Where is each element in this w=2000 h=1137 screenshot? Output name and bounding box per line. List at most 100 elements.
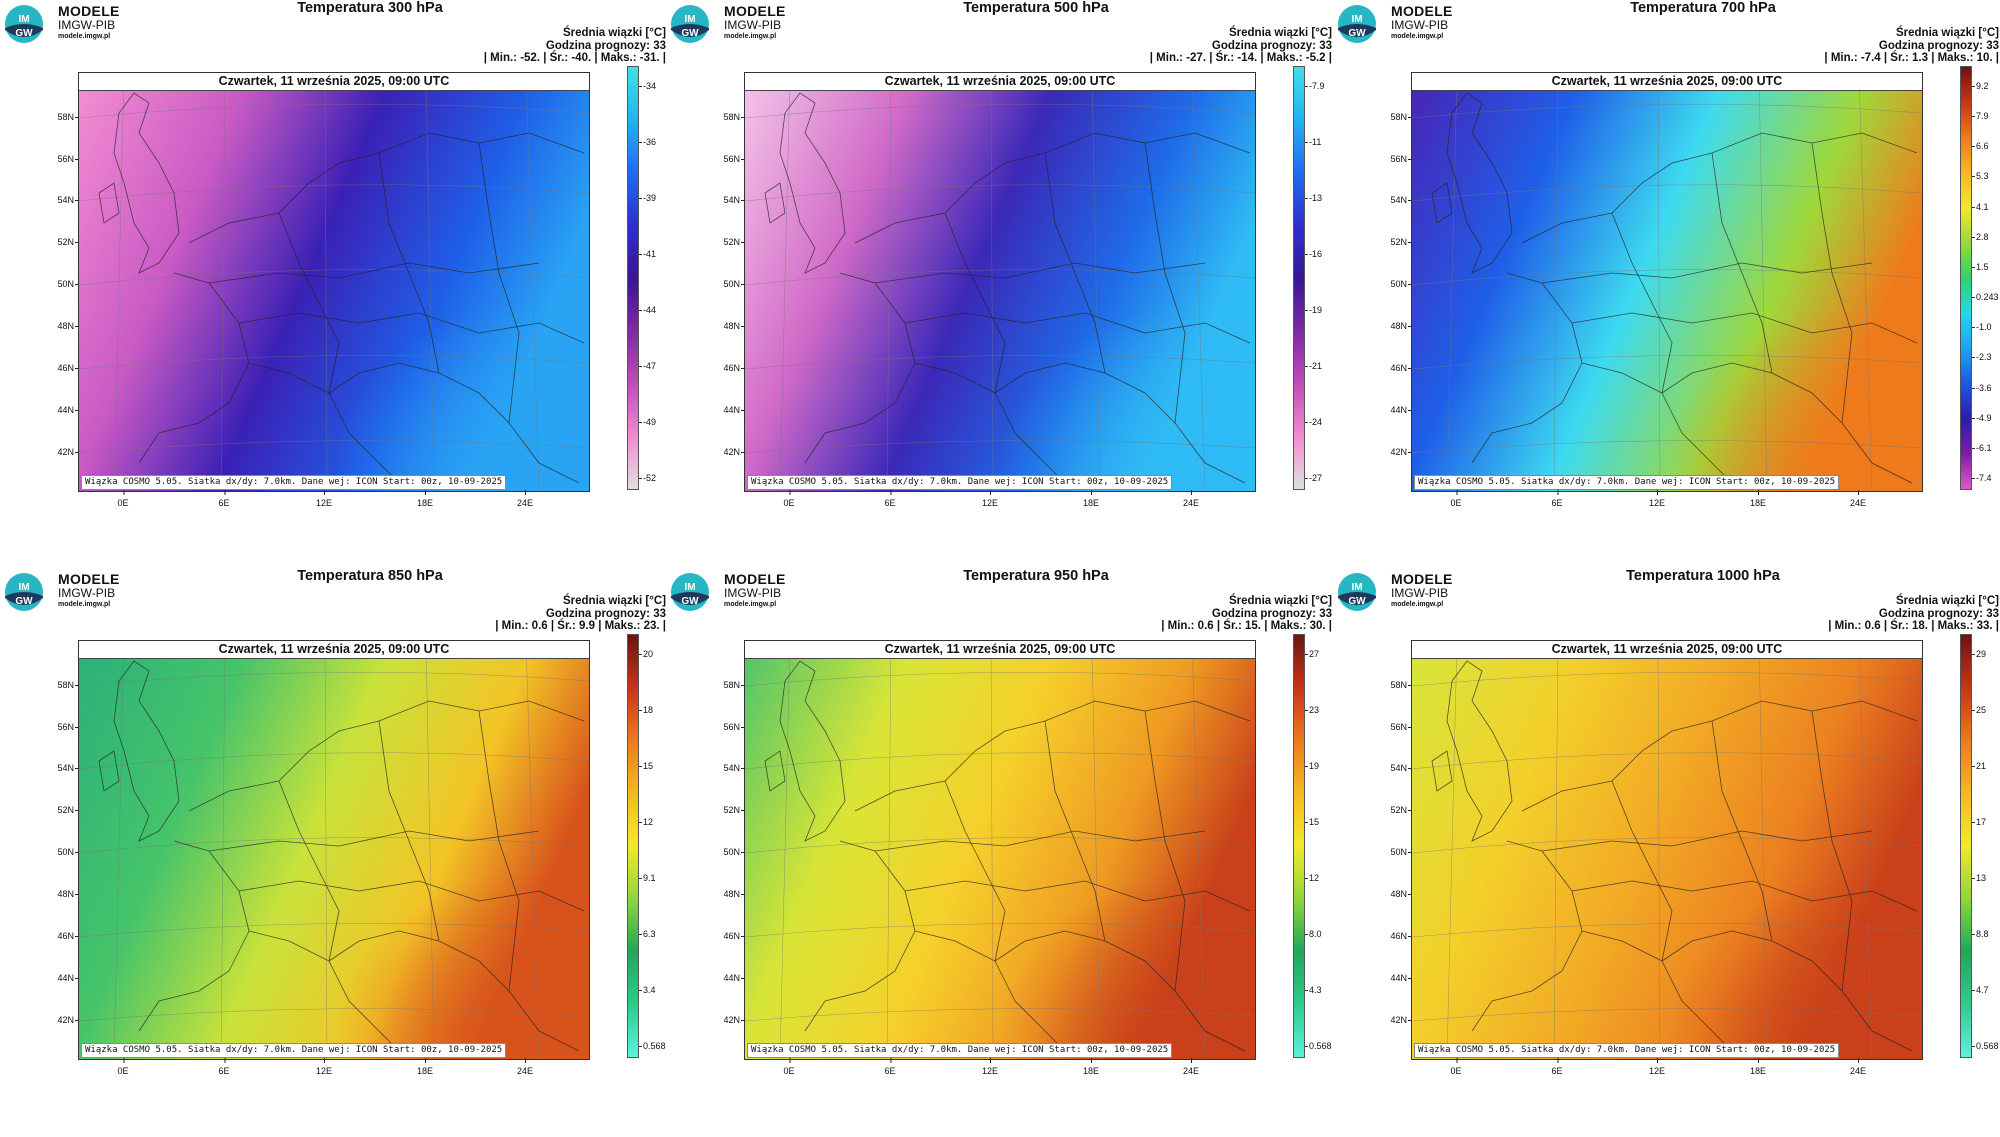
lat-label: 56N <box>57 154 79 164</box>
colorbar-tick: -3.6 <box>1972 382 1992 393</box>
valid-date-bar: Czwartek, 11 września 2025, 09:00 UTC <box>745 641 1255 659</box>
colorbar-scale: 27 23 19 15 12 8.0 4.3 0.568 <box>1304 634 1336 1056</box>
brand: MODELE IMGW-PIB modele.imgw.pl <box>724 4 786 40</box>
panel-title: Temperatura 300 hPa <box>297 0 443 16</box>
colorbar-scale: -34 -36 -39 -41 -44 -47 -49 -52 <box>638 66 670 488</box>
temperature-map: Czwartek, 11 września 2025, 09:00 UTC Wi… <box>744 72 1256 492</box>
brand: MODELE IMGW-PIB modele.imgw.pl <box>58 572 120 608</box>
longitude-axis: 0E 6E 12E 18E 24E <box>1411 1058 1921 1078</box>
colorbar-scale: 29 25 21 17 13 8.8 4.7 0.568 <box>1971 634 2000 1056</box>
colorbar-tick: 6.3 <box>639 929 656 939</box>
lat-label: 46N <box>57 363 79 373</box>
lat-label: 44N <box>57 405 79 415</box>
lat-label: 44N <box>1390 405 1412 415</box>
map-panel-950: IM GW MODELE IMGW-PIB modele.imgw.pl Tem… <box>666 568 1332 1136</box>
subtitle-units: Średnia wiązki [°C] <box>1895 27 1999 39</box>
colorbar-tick: 25 <box>1971 705 1987 715</box>
brand-line2: IMGW-PIB <box>1391 586 1449 600</box>
brand-url: modele.imgw.pl <box>1391 33 1444 40</box>
lat-label: 52N <box>57 237 79 247</box>
lon-label: 0E <box>117 1058 129 1076</box>
colorbar-tick: 2.8 <box>1972 231 1989 242</box>
lon-label: 18E <box>1082 490 1100 508</box>
colorbar-tick: 18 <box>638 705 654 715</box>
panel-info: Średnia wiązki [°C] Godzina prognozy: 33… <box>932 595 1332 633</box>
lon-label: 6E <box>884 490 896 508</box>
map-panel-500: IM GW MODELE IMGW-PIB modele.imgw.pl Tem… <box>666 0 1332 568</box>
min-mean-max-stats: | Min.: -52. | Śr.: -40. | Maks.: -31. | <box>483 52 666 64</box>
lat-label: 58N <box>57 680 79 690</box>
panel-title: Temperatura 700 hPa <box>1630 0 1776 16</box>
subtitle-forecast-hour: Godzina prognozy: 33 <box>1878 607 1999 620</box>
lat-label: 44N <box>723 973 745 983</box>
lon-label: 6E <box>218 1058 230 1076</box>
lat-label: 50N <box>57 847 79 857</box>
lat-label: 56N <box>1390 722 1412 732</box>
colorbar-tick: 23 <box>1304 705 1320 715</box>
map-panel-700: IM GW MODELE IMGW-PIB modele.imgw.pl Tem… <box>1333 0 1999 568</box>
colorbar-tick: 17 <box>1971 817 1987 827</box>
colorbar-tick: 4.1 <box>1972 201 1989 212</box>
colorbar-tick: 0.568 <box>1972 1041 1999 1051</box>
svg-text:IM: IM <box>1351 582 1362 593</box>
lat-label: 46N <box>723 931 745 941</box>
min-mean-max-stats: | Min.: -7.4 | Śr.: 1.3 | Maks.: 10. | <box>1824 52 1999 64</box>
svg-text:GW: GW <box>15 596 33 607</box>
svg-text:IM: IM <box>684 582 695 593</box>
panel-title: Temperatura 1000 hPa <box>1626 568 1780 584</box>
lat-label: 42N <box>57 1015 79 1025</box>
latitude-axis: 58N 56N 54N 52N 50N 48N 46N 44N 42N <box>40 640 79 1058</box>
lat-label: 44N <box>723 405 745 415</box>
lat-label: 58N <box>1390 680 1412 690</box>
model-credits: Wiązka COSMO 5.05. Siatka dx/dy: 7.0km. … <box>747 475 1173 490</box>
imgw-logo-icon: IM GW <box>671 5 709 43</box>
lat-label: 42N <box>723 1015 745 1025</box>
brand-line2: IMGW-PIB <box>724 18 782 32</box>
temperature-map: Czwartek, 11 września 2025, 09:00 UTC Wi… <box>1411 640 1923 1060</box>
colorbar-tick: 0.568 <box>639 1041 666 1051</box>
colorbar <box>1960 634 1972 1058</box>
panel-title: Temperatura 950 hPa <box>963 568 1109 584</box>
lat-label: 56N <box>723 154 745 164</box>
panel-title: Temperatura 850 hPa <box>297 568 443 584</box>
colorbar-tick: -39 <box>638 193 657 203</box>
panel-info: Średnia wiązki [°C] Godzina prognozy: 33… <box>266 27 666 65</box>
colorbar-tick: 1.5 <box>1972 261 1989 272</box>
panel-title: Temperatura 500 hPa <box>963 0 1109 16</box>
colorbar-tick: -27 <box>1304 473 1323 483</box>
brand-line1: MODELE <box>724 3 786 19</box>
lon-label: 18E <box>1749 490 1767 508</box>
colorbar-tick: -6.1 <box>1972 442 1992 453</box>
lat-label: 54N <box>57 195 79 205</box>
brand: MODELE IMGW-PIB modele.imgw.pl <box>58 4 120 40</box>
colorbar-tick: 12 <box>1304 873 1320 883</box>
lat-label: 42N <box>57 447 79 457</box>
lat-label: 58N <box>723 680 745 690</box>
colorbar-tick: -19 <box>1304 305 1323 315</box>
colorbar-tick: 13 <box>1971 873 1987 883</box>
colorbar-tick: -2.3 <box>1972 352 1992 363</box>
colorbar-tick: -7.9 <box>1305 81 1325 91</box>
lon-label: 12E <box>1648 1058 1666 1076</box>
lon-label: 0E <box>783 1058 795 1076</box>
longitude-axis: 0E 6E 12E 18E 24E <box>78 490 588 510</box>
brand-line1: MODELE <box>58 3 120 19</box>
lat-label: 46N <box>57 931 79 941</box>
panel-info: Średnia wiązki [°C] Godzina prognozy: 33… <box>1599 27 1999 65</box>
colorbar <box>627 66 639 490</box>
panel-info: Średnia wiązki [°C] Godzina prognozy: 33… <box>266 595 666 633</box>
min-mean-max-stats: | Min.: -27. | Śr.: -14. | Maks.: -5.2 | <box>1149 52 1332 64</box>
svg-text:GW: GW <box>1348 28 1366 39</box>
min-mean-max-stats: | Min.: 0.6 | Śr.: 9.9 | Maks.: 23. | <box>495 620 666 632</box>
lat-label: 52N <box>723 237 745 247</box>
lat-label: 50N <box>723 279 745 289</box>
lat-label: 48N <box>1390 889 1412 899</box>
colorbar-tick: -13 <box>1304 193 1323 203</box>
valid-date-bar: Czwartek, 11 września 2025, 09:00 UTC <box>1412 73 1922 91</box>
brand-line1: MODELE <box>724 571 786 587</box>
brand-url: modele.imgw.pl <box>724 33 777 40</box>
subtitle-forecast-hour: Godzina prognozy: 33 <box>1211 607 1332 620</box>
lon-label: 6E <box>218 490 230 508</box>
map-panel-850: IM GW MODELE IMGW-PIB modele.imgw.pl Tem… <box>0 568 666 1136</box>
lat-label: 50N <box>1390 847 1412 857</box>
